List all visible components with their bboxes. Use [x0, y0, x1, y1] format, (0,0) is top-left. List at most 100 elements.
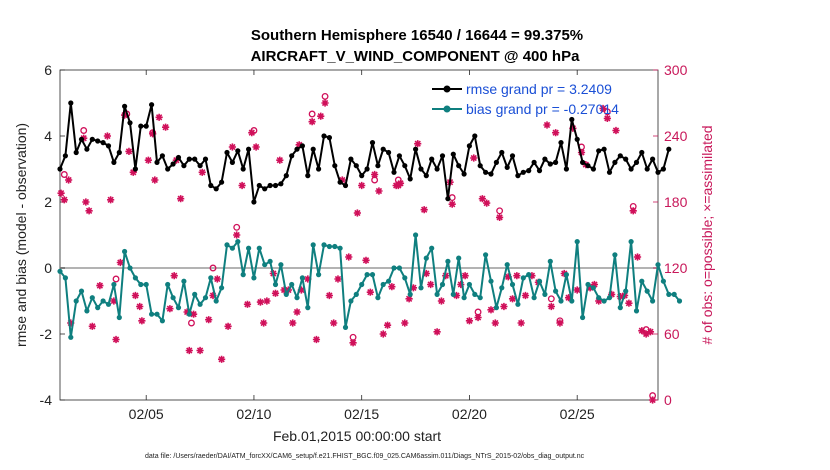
bias-point: [229, 245, 235, 251]
rmse-point: [342, 182, 349, 189]
bias-point: [536, 278, 543, 284]
rmse-point: [375, 163, 381, 169]
bias-point: [563, 272, 570, 278]
plot-area: [59, 69, 659, 401]
y-right-tick-label: 60: [664, 326, 680, 342]
obs-assimilated-marker: [321, 99, 329, 107]
obs-assimilated-marker: [478, 195, 486, 203]
rmse-point: [504, 164, 510, 170]
legend: rmse grand pr = 3.2409 bias grand pr = -…: [432, 81, 619, 117]
bias-point: [439, 281, 446, 288]
obs-assimilated-marker: [103, 132, 112, 140]
x-tick-label: 02/10: [236, 406, 271, 422]
rmse-point: [439, 153, 446, 159]
obs-possible-marker: [209, 264, 217, 272]
rmse-point: [208, 182, 214, 189]
rmse-point: [240, 166, 246, 172]
bias-point: [499, 285, 505, 291]
bias-point: [316, 272, 322, 278]
bias-point: [644, 288, 650, 294]
obs-assimilated-marker: [317, 112, 325, 120]
bias-point: [429, 245, 435, 251]
rmse-point: [472, 133, 478, 139]
bias-point: [628, 239, 634, 245]
obs-possible-marker: [80, 127, 88, 134]
bias-point: [116, 314, 122, 321]
bias-point: [606, 295, 613, 301]
rmse-point: [547, 161, 553, 167]
obs-assimilated-marker: [297, 286, 305, 294]
rmse-point: [283, 173, 289, 179]
obs-assimilated-marker: [608, 290, 616, 298]
bias-point: [483, 252, 489, 258]
bias-point: [127, 265, 133, 271]
rmse-point: [100, 140, 106, 146]
bias-point: [202, 295, 209, 301]
bias-point: [617, 305, 623, 311]
bias-point: [208, 275, 214, 281]
bias-point: [520, 275, 526, 281]
obs-assimilated-marker: [461, 272, 469, 280]
rmse-point: [229, 159, 235, 165]
obs-assimilated-marker: [633, 253, 642, 261]
obs-assimilated-marker: [330, 319, 338, 327]
obs-possible-marker: [649, 392, 657, 400]
bias-point: [132, 275, 138, 281]
obs-assimilated-marker: [271, 289, 280, 297]
rmse-point: [542, 156, 548, 162]
rmse-point: [73, 149, 79, 156]
bias-point: [590, 285, 597, 291]
obs-assimilated-marker: [353, 209, 361, 217]
bias-point: [283, 291, 289, 297]
obs-assimilated-marker: [452, 291, 461, 300]
obs-assimilated-marker: [252, 143, 260, 151]
bias-point: [256, 245, 262, 251]
rmse-point: [526, 168, 532, 174]
bias-point: [289, 281, 295, 288]
obs-possible-marker: [60, 171, 68, 178]
obs-assimilated-marker: [521, 291, 530, 300]
rmse-point: [78, 136, 85, 142]
obs-assimilated-marker: [183, 308, 191, 316]
obs-assimilated-marker: [388, 283, 396, 291]
obs-assimilated-marker: [500, 302, 508, 311]
bias-point: [299, 275, 305, 281]
rmse-point: [628, 166, 634, 172]
obs-assimilated-marker: [228, 143, 236, 151]
rmse-point: [488, 171, 494, 177]
rmse-point: [95, 138, 101, 144]
rmse-point: [655, 169, 661, 175]
bias-point: [170, 295, 176, 301]
rmse-point: [466, 143, 472, 149]
rmse-point: [235, 148, 241, 154]
obs-assimilated-marker: [263, 297, 271, 305]
obs-assimilated-marker: [166, 305, 174, 313]
bias-point: [235, 239, 241, 245]
y-right-tick-label: 300: [664, 62, 688, 78]
obs-assimilated-marker: [243, 300, 252, 308]
obs-assimilated-marker: [487, 306, 495, 314]
rmse-point: [272, 182, 279, 189]
obs-assimilated-marker: [107, 196, 115, 204]
obs-assimilated-marker: [218, 355, 226, 363]
rmse-point: [623, 156, 629, 162]
obs-possible-marker: [188, 319, 195, 327]
obs-possible-marker: [556, 317, 564, 325]
obs-assimilated-marker: [256, 298, 265, 306]
obs-assimilated-marker: [209, 291, 217, 300]
bias-point: [219, 285, 225, 291]
obs-assimilated-marker: [349, 339, 357, 347]
rmse-point: [477, 163, 483, 169]
obs-assimilated-marker: [312, 335, 321, 344]
bias-point: [493, 305, 499, 311]
bias-point: [402, 275, 408, 281]
bias-point: [240, 272, 246, 278]
rmse-point: [601, 146, 607, 152]
obs-assimilated-marker: [427, 280, 435, 289]
rmse-point: [348, 156, 354, 162]
bias-point: [418, 285, 424, 291]
obs-assimilated-marker: [185, 346, 193, 355]
obs-assimilated-marker: [110, 297, 118, 305]
rmse-point: [181, 163, 187, 169]
bias-point: [262, 262, 268, 268]
